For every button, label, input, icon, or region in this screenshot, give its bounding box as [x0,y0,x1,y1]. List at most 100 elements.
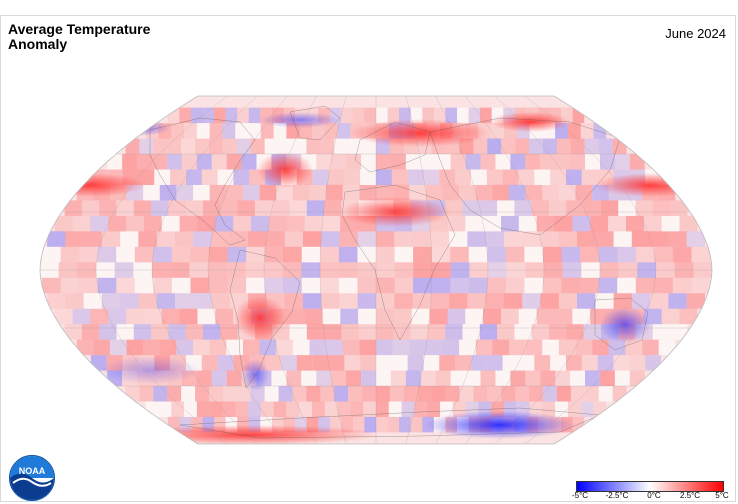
anomaly-cell [515,138,530,154]
anomaly-cell [357,277,376,294]
anomaly-cell [306,324,325,340]
anomaly-cell [534,169,551,185]
anomaly-cell [167,107,180,124]
anomaly-cell [449,293,468,309]
anomaly-cell [613,293,632,309]
anomaly-cell [139,138,154,154]
anomaly-cell [550,169,566,185]
anomaly-cell [227,246,247,263]
legend-tick-1: -5°C [571,491,589,500]
anomaly-cell [296,355,313,371]
anomaly-cell [264,386,279,402]
anomaly-cell [185,324,203,340]
anomaly-cell [292,138,307,154]
anomaly-cell [324,200,342,216]
anomaly-cell [376,107,388,124]
anomaly-cell [501,138,516,154]
anomaly-cell [423,355,440,371]
anomaly-cell [534,355,551,371]
anomaly-cell [220,324,238,340]
anomaly-cell [652,324,671,340]
anomaly-cell [260,123,274,139]
anomaly-cell [358,308,376,325]
graticule-meridian [464,96,545,444]
anomaly-cell [495,370,511,386]
anomaly-cell [134,246,154,263]
anomaly-cell [431,246,451,263]
anomaly-cell [116,277,135,294]
anomaly-cell [108,308,127,325]
anomaly-cell [209,138,223,154]
anomaly-cell [457,107,469,124]
anomaly-cell [346,154,361,170]
anomaly-cell [654,246,673,263]
anomaly-cell [405,154,421,170]
anomaly-cell [549,200,567,216]
anomaly-cell [176,184,194,201]
anomaly-cell [566,355,582,371]
anomaly-cell [497,200,515,216]
anomaly-cell [411,308,430,325]
anomaly-cell [201,355,218,371]
anomaly-cell [292,184,310,201]
anomaly-cell [359,339,376,356]
anomaly-cell [322,215,341,232]
anomaly-cell [502,355,519,371]
anomaly-cell [570,138,585,154]
anomaly-cell [691,246,710,263]
anomaly-cell [393,308,412,325]
anomaly-cell [289,324,307,340]
anomaly-cold-australia [600,307,650,343]
anomaly-cell [672,246,692,263]
anomaly-cell [363,401,376,417]
anomaly-cell [167,386,182,402]
anomaly-cell [514,200,532,216]
anomaly-cell [211,293,230,309]
anomaly-cell [138,169,155,185]
anomaly-cell [283,416,295,433]
anomaly-cell [171,246,191,263]
anomaly-cell [445,107,457,124]
anomaly-cell [195,138,209,154]
anomaly-cell [101,231,121,247]
anomaly-cell [324,401,338,417]
anomaly-cell [312,355,329,371]
anomaly-cell [376,324,394,340]
anomaly-cell [181,154,197,170]
anomaly-cell [376,339,393,356]
anomaly-cell [392,184,410,201]
anomaly-cell [618,200,636,216]
anomaly-cell [341,107,353,124]
anomaly-cell [629,154,645,170]
anomaly-cell [360,169,376,185]
anomaly-cell [254,200,273,216]
anomaly-cell [260,416,272,433]
anomaly-cell [465,370,481,386]
anomaly-cell [394,246,414,263]
anomaly-cell [179,107,191,124]
anomaly-cell [286,215,305,232]
anomaly-cell [236,386,251,402]
anomaly-cell [654,277,673,294]
anomaly-cell [465,215,484,232]
anomaly-cell [357,293,376,309]
anomaly-cell [284,293,303,309]
anomaly-cell [54,215,73,232]
anomaly-cell [459,339,476,356]
anomaly-cell [414,401,428,417]
anomaly-cell [536,215,555,232]
anomaly-cell [518,308,537,325]
anomaly-cell [658,339,676,356]
anomaly-cell [670,200,688,216]
anomaly-cell [260,401,274,417]
graticule-meridian [263,96,317,444]
coast-australia [594,297,649,351]
anomaly-warm-siberia [490,112,570,132]
anomaly-cell [410,107,423,124]
anomaly-cell [405,370,421,386]
anomaly-cell [97,246,117,263]
anomaly-cell [468,277,488,294]
anomaly-cell [471,169,487,185]
anomaly-cell [376,293,395,309]
anomaly-cell [272,200,290,216]
